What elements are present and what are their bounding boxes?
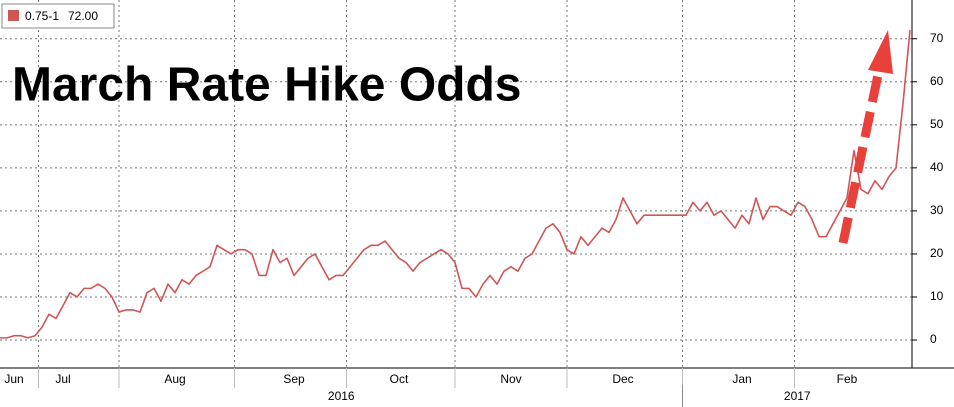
y-tick-label: 10	[930, 289, 944, 303]
year-label: 2017	[784, 389, 811, 403]
y-tick-label: 50	[930, 117, 944, 131]
legend: 0.75-1 72.00	[1, 3, 115, 29]
y-tick-label: 20	[930, 246, 944, 260]
arrow-annotation	[838, 30, 893, 244]
arrow-shaft	[838, 69, 884, 244]
x-tick-label: Jan	[732, 372, 751, 386]
y-tick-label: 40	[930, 160, 944, 174]
x-tick-label: Feb	[837, 372, 858, 386]
chart-title: March Rate Hike Odds	[12, 59, 521, 112]
x-tick-label: Jun	[4, 372, 23, 386]
x-tick-label: Nov	[500, 372, 521, 386]
x-tick-label: Dec	[612, 372, 633, 386]
legend-value: 72.00	[68, 9, 98, 23]
y-tick-label: 0	[930, 332, 937, 346]
legend-swatch	[8, 10, 19, 21]
x-tick-label: Jul	[55, 372, 70, 386]
x-tick-label: Sep	[283, 372, 305, 386]
y-tick-label: 60	[930, 74, 944, 88]
legend-label: 0.75-1	[25, 9, 59, 23]
plot	[0, 30, 911, 339]
x-tick-label: Oct	[390, 372, 409, 386]
y-tick-label: 70	[930, 31, 944, 45]
x-tick-label: Aug	[164, 372, 185, 386]
legend-box	[1, 3, 115, 29]
arrow-head	[868, 30, 893, 74]
year-label: 2016	[328, 389, 355, 403]
series-line	[0, 30, 911, 339]
y-tick-label: 30	[930, 203, 944, 217]
grid	[0, 0, 912, 368]
